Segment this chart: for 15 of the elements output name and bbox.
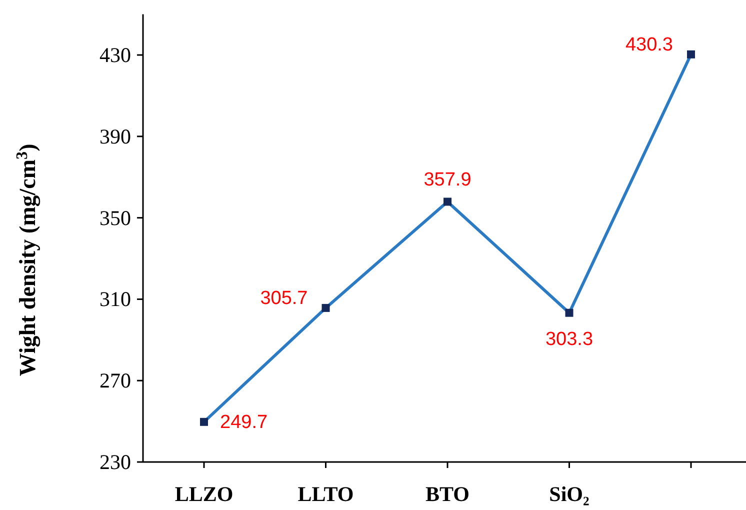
x-tick-label: SiO₂ bbox=[549, 482, 590, 506]
y-tick-label: 350 bbox=[100, 206, 131, 230]
y-tick-label: 230 bbox=[100, 450, 131, 474]
y-tick-label: 430 bbox=[100, 43, 131, 67]
data-label: 303.3 bbox=[545, 328, 594, 350]
x-tick-label: BTO bbox=[426, 482, 470, 506]
data-label: 305.7 bbox=[260, 288, 308, 309]
data-label: 357.9 bbox=[424, 170, 472, 191]
y-tick-label: 310 bbox=[100, 287, 131, 312]
data-label: 249.7 bbox=[220, 412, 268, 433]
y-tick-label: 390 bbox=[100, 124, 131, 148]
x-tick-label: LLZO bbox=[174, 482, 234, 506]
data-label: 430.3 bbox=[625, 34, 673, 56]
y-tick-label: 270 bbox=[100, 368, 131, 393]
x-tick-label: LLTO bbox=[298, 482, 354, 506]
